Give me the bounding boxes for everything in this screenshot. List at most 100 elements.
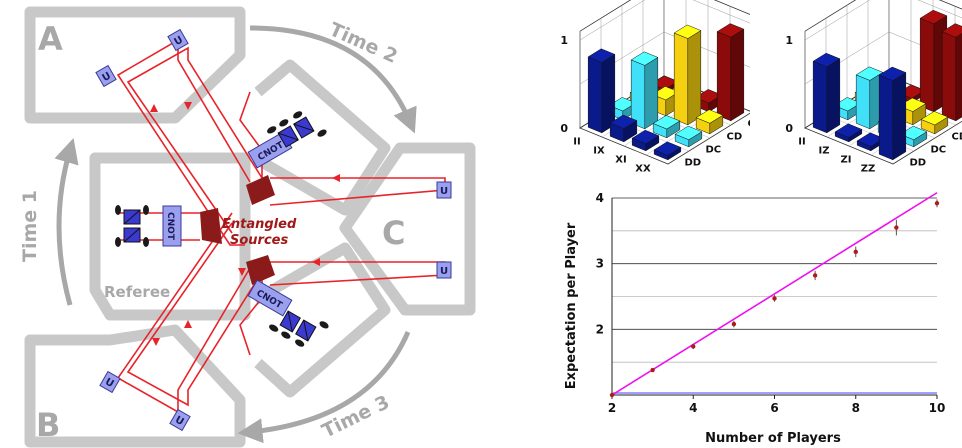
bar3d-x-label: ZI (841, 155, 852, 166)
bar3d-x-label: II (573, 137, 580, 148)
bar3d-bar (855, 66, 884, 130)
analyzer-left (115, 205, 149, 247)
chart-xtick-label: 10 (929, 401, 946, 415)
chart-point (812, 273, 818, 278)
region-outlines (24, 6, 476, 448)
bar3d-face (855, 66, 884, 81)
bar3d-ztick-label: 1 (560, 34, 568, 47)
bar3d-bar (630, 51, 659, 130)
entangled-source-left (200, 208, 222, 244)
u-box-c-bottom: U (436, 261, 452, 279)
chart-fit-line-path (611, 192, 938, 396)
bar3d-bar (878, 66, 907, 161)
chart-ytick-label: 2 (596, 322, 604, 336)
bar3d-face (587, 48, 616, 63)
region-a-label: A (38, 20, 63, 58)
chart-point (934, 201, 940, 206)
beam-arrowhead (184, 320, 192, 328)
region-b-outline (24, 324, 246, 448)
beam-a-inner (126, 46, 263, 234)
bar3d-bar (673, 24, 702, 126)
bar3d-face (687, 30, 702, 126)
bar3d-face (892, 72, 907, 161)
bar3d-face (653, 141, 682, 156)
u-box-a-top: U (167, 28, 189, 52)
bar3d-bar (631, 129, 660, 152)
entanglement-diagram: A B C Time 1 Time 2 Time 3 Referee (19, 6, 476, 448)
bar3d-face (630, 51, 659, 66)
bar3d-face (955, 33, 962, 122)
bar3d-x-label: IX (593, 146, 605, 157)
chart-fit-line (611, 192, 938, 396)
chart-point (691, 344, 696, 349)
entangled-source-lower (246, 255, 275, 285)
bar3d-x-label: IZ (819, 146, 830, 157)
bar3d-bar (834, 123, 863, 143)
bar3d-face (826, 58, 841, 134)
bar3d-x-label: XI (615, 155, 626, 166)
bar3d-x-label: II (798, 137, 805, 148)
bar3d-bars (812, 9, 962, 161)
bar3d-chart-right: 01IIIZZIZZDDDCCDCC (785, 0, 962, 175)
beam-b-inner (126, 222, 263, 407)
chart-point (609, 392, 615, 398)
beam-arrowheads (150, 102, 340, 346)
bar3d-bar (652, 115, 681, 139)
time1-label: Time 1 (19, 190, 41, 262)
region-a-outline (24, 6, 246, 124)
bar3d-ylabels: DDDCCDCC (910, 132, 962, 169)
bar3d-face (695, 109, 724, 124)
bar3d-face (587, 56, 603, 134)
bar3d-gridline (579, 0, 750, 41)
chart-ticks: 2 4 6 8 10 2 3 4 (596, 191, 946, 415)
bar3d-face (674, 125, 703, 141)
beam-arrowhead (150, 104, 158, 112)
arm-lower-outline (252, 242, 391, 398)
analyzer-upper (267, 111, 327, 148)
chart-xlabel: Number of Players (705, 431, 841, 446)
bar3d-y-label: DC (931, 145, 947, 156)
bar3d-ztick-label: 1 (785, 34, 793, 47)
bar3d-face (631, 129, 660, 145)
bar3d-bars (587, 23, 745, 161)
bar3d-bar (856, 132, 885, 152)
bar3d-face (812, 52, 841, 68)
region-c-label: C (382, 214, 405, 252)
time1-arrow (54, 138, 79, 306)
time2-arrow (249, 25, 417, 134)
bar3d-gridline (804, 0, 962, 41)
analyzer-lower (269, 310, 329, 347)
bar3d-face (644, 56, 659, 130)
chart-point (894, 225, 899, 230)
chart-xtick-label: 8 (852, 401, 860, 415)
bar3d-bar (609, 114, 638, 143)
region-c-outline (339, 142, 476, 316)
bar3d-y-label: CD (952, 132, 962, 143)
bar3d-face (716, 31, 732, 122)
bar3d-xlabels: II IZ ZI ZZ (798, 137, 875, 175)
chart-points (609, 199, 940, 398)
bar3d-zticks: 01 (785, 34, 793, 135)
bar3d-x-label: ZZ (861, 164, 876, 175)
bar3d-bar (674, 125, 703, 148)
bar3d-bar (716, 23, 745, 122)
bar3d-face (716, 23, 745, 38)
beam-arrowhead (184, 102, 192, 110)
bar3d-face (878, 74, 894, 161)
bar3d-ztick-label: 0 (785, 122, 793, 135)
bar3d-y-label: DD (685, 158, 702, 169)
bar3d-chart-left: 01IIIXXIXXDDDCCDCC (560, 0, 750, 175)
chart-ytick-label: 4 (596, 191, 604, 205)
chart-point (853, 249, 858, 255)
bar3d-bar (920, 111, 949, 135)
bar3d-face (812, 60, 828, 134)
bar3d-face (673, 24, 702, 39)
bar3d-xlabels: II IX XI XX (573, 137, 651, 175)
u-box-c-top: U (436, 181, 452, 199)
bar3d-face (941, 23, 962, 38)
bar3d-face (730, 28, 745, 122)
referee-label: Referee (104, 283, 170, 301)
bar3d-face (609, 114, 638, 129)
bar3d-face (855, 74, 871, 130)
bar3d-ztick-label: 0 (560, 122, 568, 135)
